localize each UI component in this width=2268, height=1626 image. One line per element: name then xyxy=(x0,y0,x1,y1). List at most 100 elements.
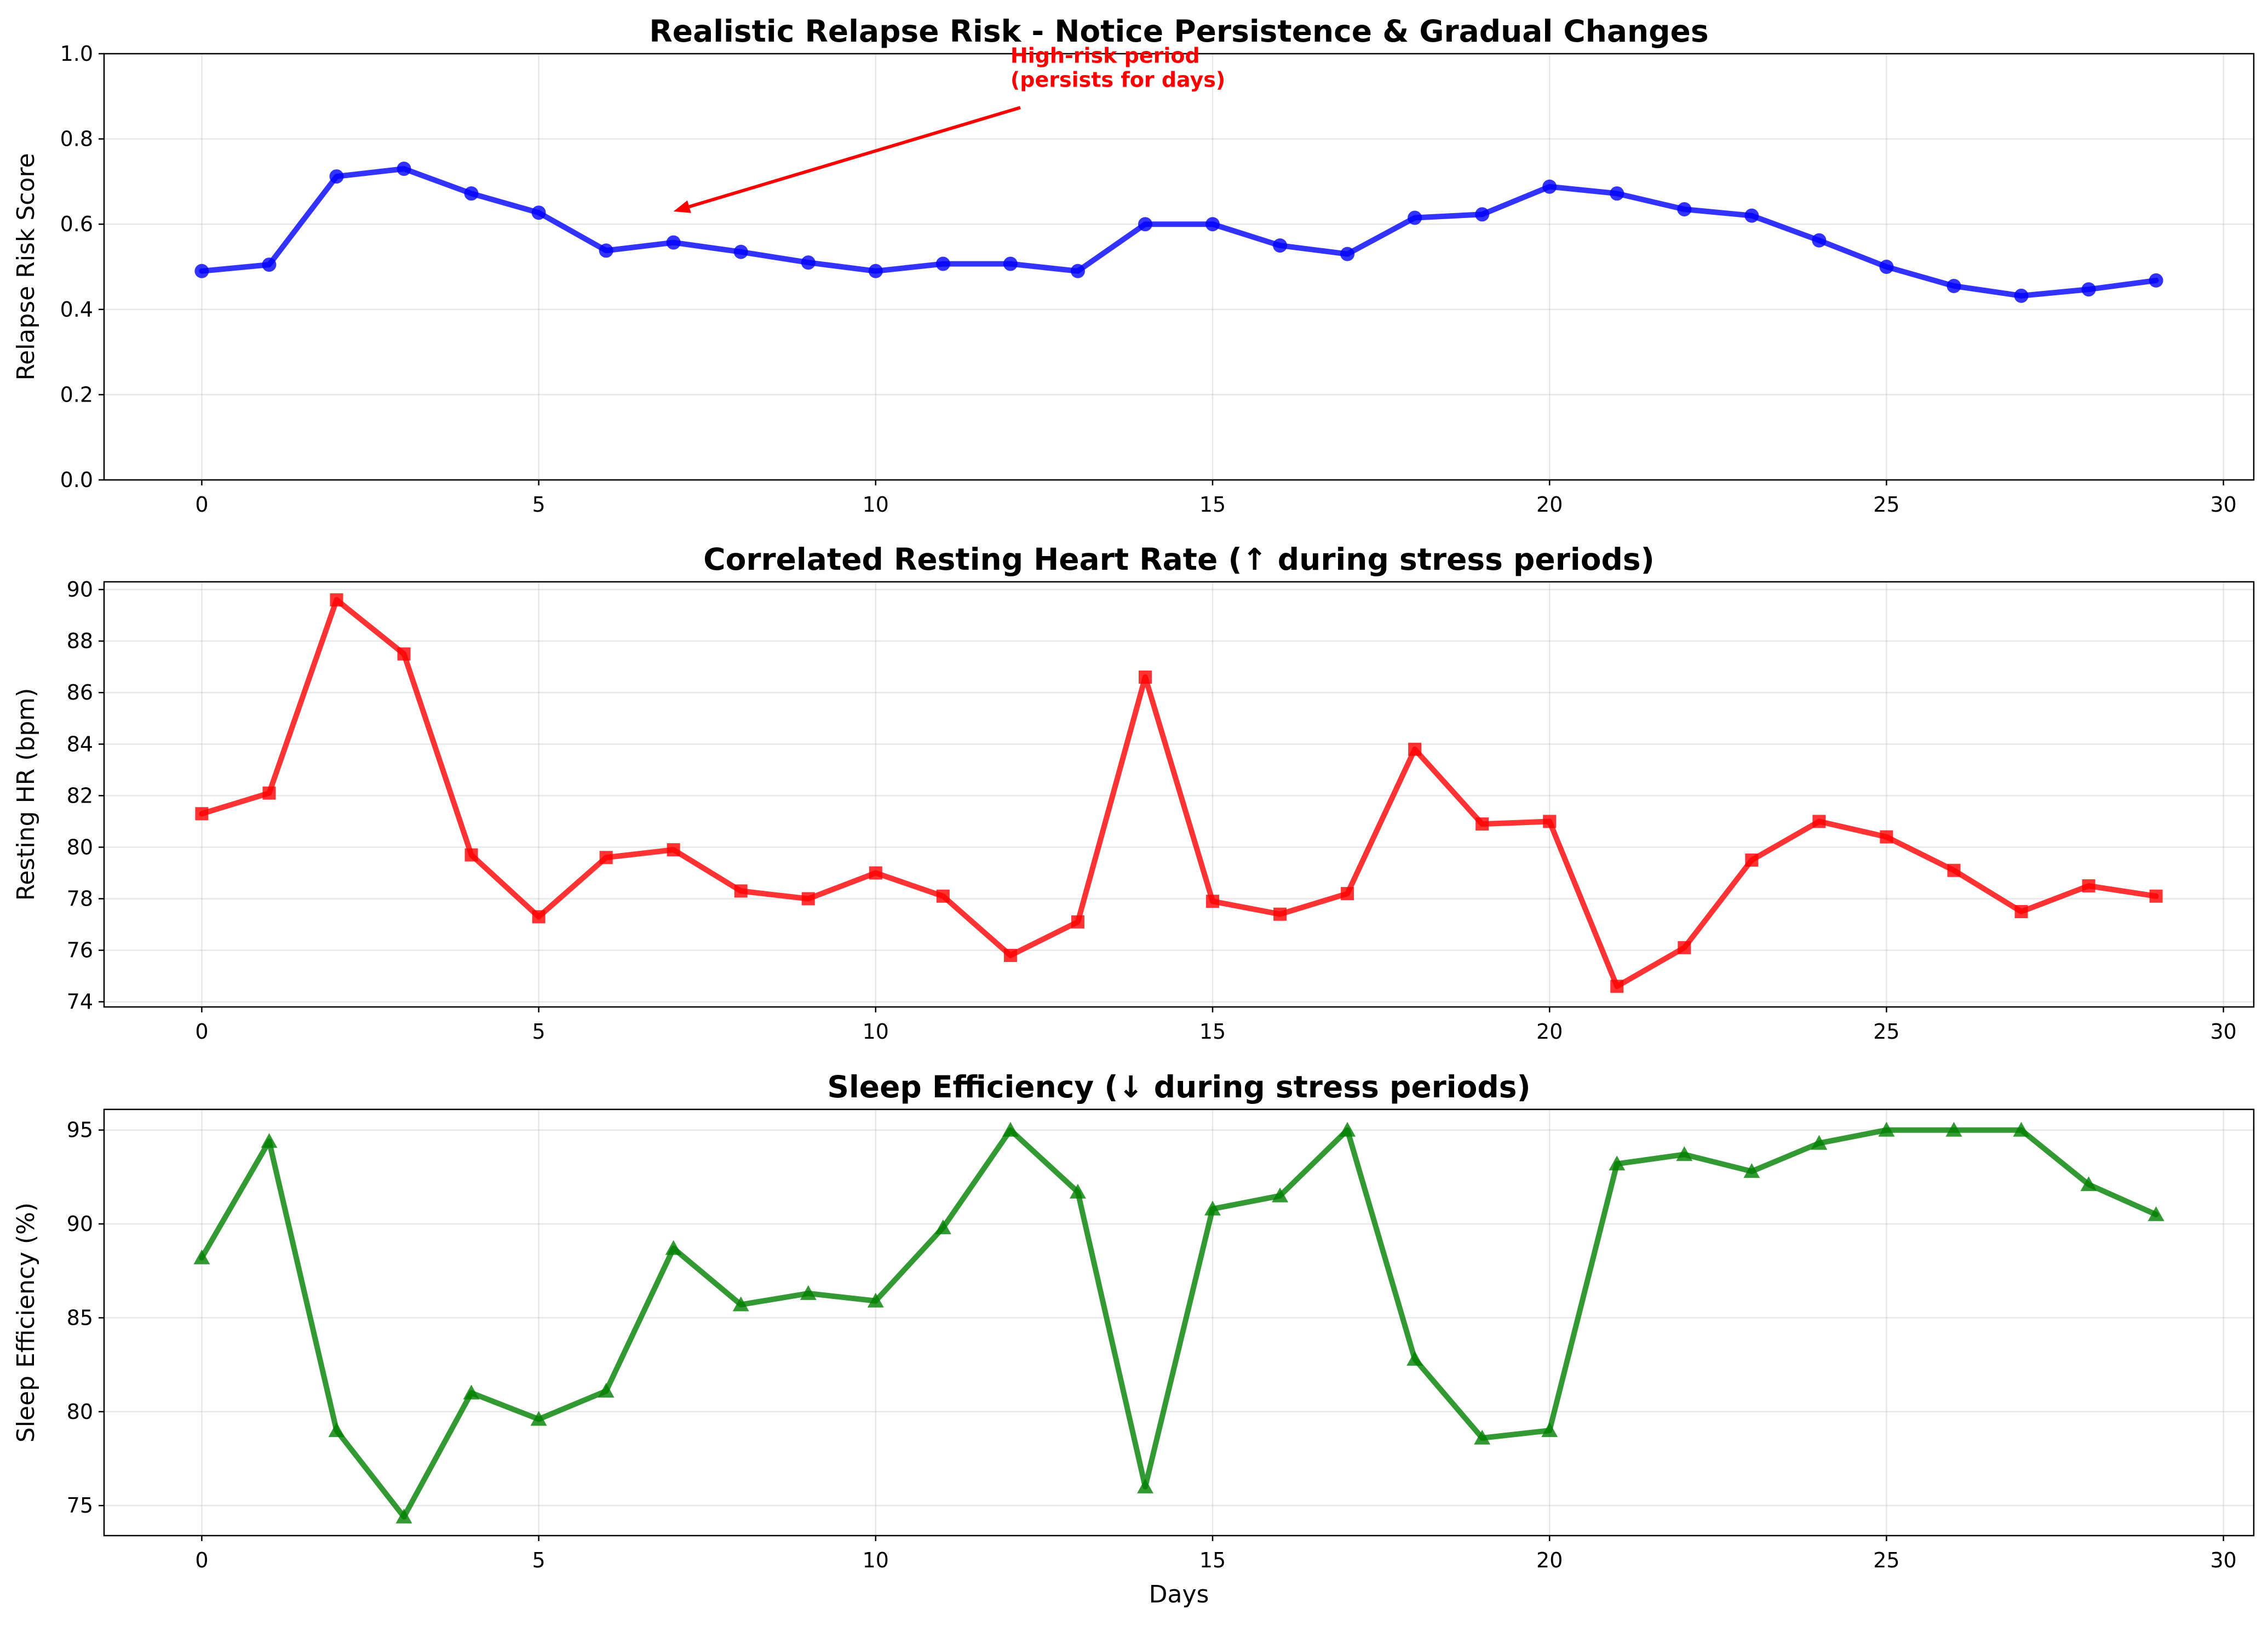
data-point xyxy=(1340,247,1355,261)
data-point xyxy=(1408,210,1422,225)
y-tick-label: 84 xyxy=(67,732,93,756)
data-point xyxy=(935,256,950,271)
data-point xyxy=(734,884,748,898)
panel-title: Correlated Resting Heart Rate (↑ during … xyxy=(703,542,1655,577)
data-point xyxy=(531,205,546,220)
x-tick-label: 25 xyxy=(1873,1020,1899,1044)
y-tick-label: 75 xyxy=(67,1493,93,1518)
data-point xyxy=(1138,217,1152,232)
data-point xyxy=(801,892,815,906)
data-point xyxy=(2014,288,2029,303)
data-point xyxy=(665,1240,682,1255)
x-tick-label: 20 xyxy=(1536,1548,1563,1572)
x-tick-label: 10 xyxy=(863,493,889,517)
data-point xyxy=(599,243,613,258)
data-point xyxy=(869,866,882,880)
x-tick-label: 20 xyxy=(1536,1020,1563,1044)
y-tick-label: 74 xyxy=(67,990,93,1014)
data-point xyxy=(934,1219,951,1234)
data-point xyxy=(464,848,478,862)
y-tick-label: 78 xyxy=(67,886,93,911)
data-point xyxy=(1002,1121,1019,1137)
data-point xyxy=(1204,1200,1221,1216)
y-axis-label: Resting HR (bpm) xyxy=(12,688,40,901)
data-point xyxy=(1744,208,1759,223)
data-point xyxy=(800,1285,817,1300)
series-line xyxy=(199,597,2159,989)
data-point xyxy=(1678,941,1691,954)
x-tick-label: 10 xyxy=(863,1548,889,1572)
data-point xyxy=(397,647,411,661)
data-point xyxy=(1947,863,1961,877)
series-line xyxy=(199,1127,2159,1520)
y-tick-label: 80 xyxy=(67,835,93,859)
data-point xyxy=(1812,233,1827,248)
x-tick-label: 25 xyxy=(1873,493,1899,517)
panel-resting-heart-rate: 0 5 10 15 20 25 30 74 76 78 80 82 84 86 88 90 Correlated… xyxy=(12,542,2255,1044)
y-axis-label: Relapse Risk Score xyxy=(12,153,40,380)
data-point xyxy=(1743,1163,1760,1178)
data-point xyxy=(1610,980,1624,993)
x-tick-label: 25 xyxy=(1873,1548,1899,1572)
data-point xyxy=(2080,1176,2097,1192)
data-point xyxy=(2014,904,2028,918)
x-tick-label: 15 xyxy=(1199,1548,1226,1572)
plot-frame xyxy=(103,53,2255,481)
grid-lines xyxy=(104,582,2254,1007)
x-tick-label: 20 xyxy=(1536,493,1563,517)
data-point xyxy=(1406,1350,1423,1366)
data-point xyxy=(1812,815,1826,828)
data-point xyxy=(1947,279,1961,294)
y-axis-label: Sleep Efficiency (%) xyxy=(12,1203,40,1442)
data-point xyxy=(733,244,748,259)
x-tick-label: 0 xyxy=(195,1020,208,1044)
panel-title: Sleep Efficiency (↓ during stress period… xyxy=(827,1069,1530,1104)
data-point xyxy=(1003,256,1018,271)
data-point xyxy=(262,786,276,800)
y-tick-label: 85 xyxy=(67,1306,93,1330)
data-point xyxy=(1071,915,1084,929)
data-point xyxy=(330,593,343,606)
series-line xyxy=(199,166,2159,299)
data-point xyxy=(801,255,816,270)
data-point xyxy=(1609,1155,1626,1171)
x-tick-label: 5 xyxy=(532,493,546,517)
data-point xyxy=(261,1133,278,1148)
data-point xyxy=(1879,260,1894,274)
data-point xyxy=(1543,815,1557,828)
data-point xyxy=(1206,895,1220,908)
data-point xyxy=(463,1384,480,1400)
plot-frame xyxy=(103,581,2255,1008)
data-point xyxy=(193,1249,210,1264)
data-point xyxy=(1541,1422,1558,1438)
y-tick-label: 86 xyxy=(67,680,93,705)
data-point xyxy=(2013,1121,2030,1137)
x-axis-label: Days xyxy=(1149,1581,1209,1608)
data-point xyxy=(599,851,613,864)
data-point xyxy=(1339,1121,1356,1137)
panel-title: Realistic Relapse Risk - Notice Persiste… xyxy=(649,14,1708,49)
data-point xyxy=(395,1508,412,1524)
data-point xyxy=(1745,853,1759,867)
y-tick-label: 0.6 xyxy=(60,212,93,236)
data-point xyxy=(195,807,209,821)
data-point xyxy=(1610,186,1624,201)
data-point xyxy=(532,910,546,924)
data-point xyxy=(530,1411,547,1426)
data-point xyxy=(194,264,209,278)
data-point xyxy=(868,264,883,278)
data-point xyxy=(867,1292,884,1308)
data-point xyxy=(1205,217,1220,232)
data-point xyxy=(1880,830,1893,844)
data-point xyxy=(1475,817,1489,831)
x-tick-label: 5 xyxy=(532,1548,546,1572)
x-tick-label: 5 xyxy=(532,1020,546,1044)
data-point xyxy=(598,1383,615,1398)
x-tick-label: 30 xyxy=(2210,1020,2236,1044)
y-tick-label: 1.0 xyxy=(60,42,93,66)
data-point xyxy=(464,186,479,201)
y-tick-label: 0.4 xyxy=(60,297,93,322)
data-point xyxy=(1474,1429,1491,1445)
data-point xyxy=(2081,282,2096,297)
